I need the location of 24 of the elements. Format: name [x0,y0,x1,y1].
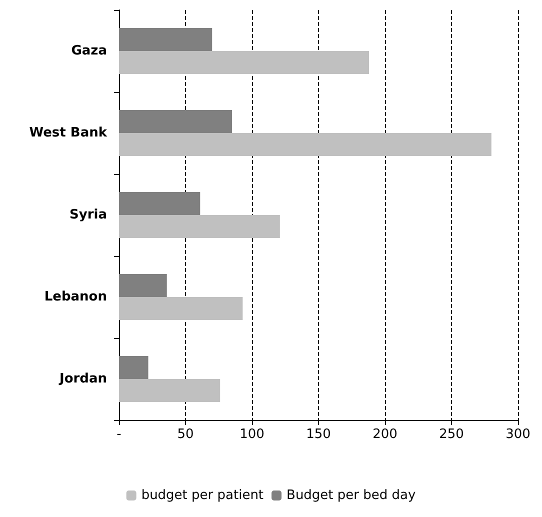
y-tick-label: Jordan [58,372,107,386]
x-tick-label: 150 [306,427,331,442]
bar [119,274,167,297]
x-tick-label: 200 [372,427,398,442]
bar [119,379,220,402]
y-tick-label: West Bank [29,126,108,140]
legend-label: budget per patient [141,488,264,503]
y-tick-label: Gaza [71,44,107,58]
x-tick-label: 100 [240,427,264,442]
bar [119,28,212,51]
bar [119,133,492,156]
bar [119,356,148,379]
bar [119,215,280,238]
x-tick-label: 300 [506,427,530,442]
x-tick-label: 50 [177,427,194,442]
y-tick-label: Syria [70,208,107,222]
bar [119,110,232,133]
x-tick-label: 250 [439,427,464,442]
bar [119,51,370,74]
legend-label: Budget per bed day [286,488,416,503]
bar [119,297,243,320]
x-tick-label: - [116,427,122,442]
y-tick-label: Lebanon [44,290,107,304]
bar [119,192,200,215]
